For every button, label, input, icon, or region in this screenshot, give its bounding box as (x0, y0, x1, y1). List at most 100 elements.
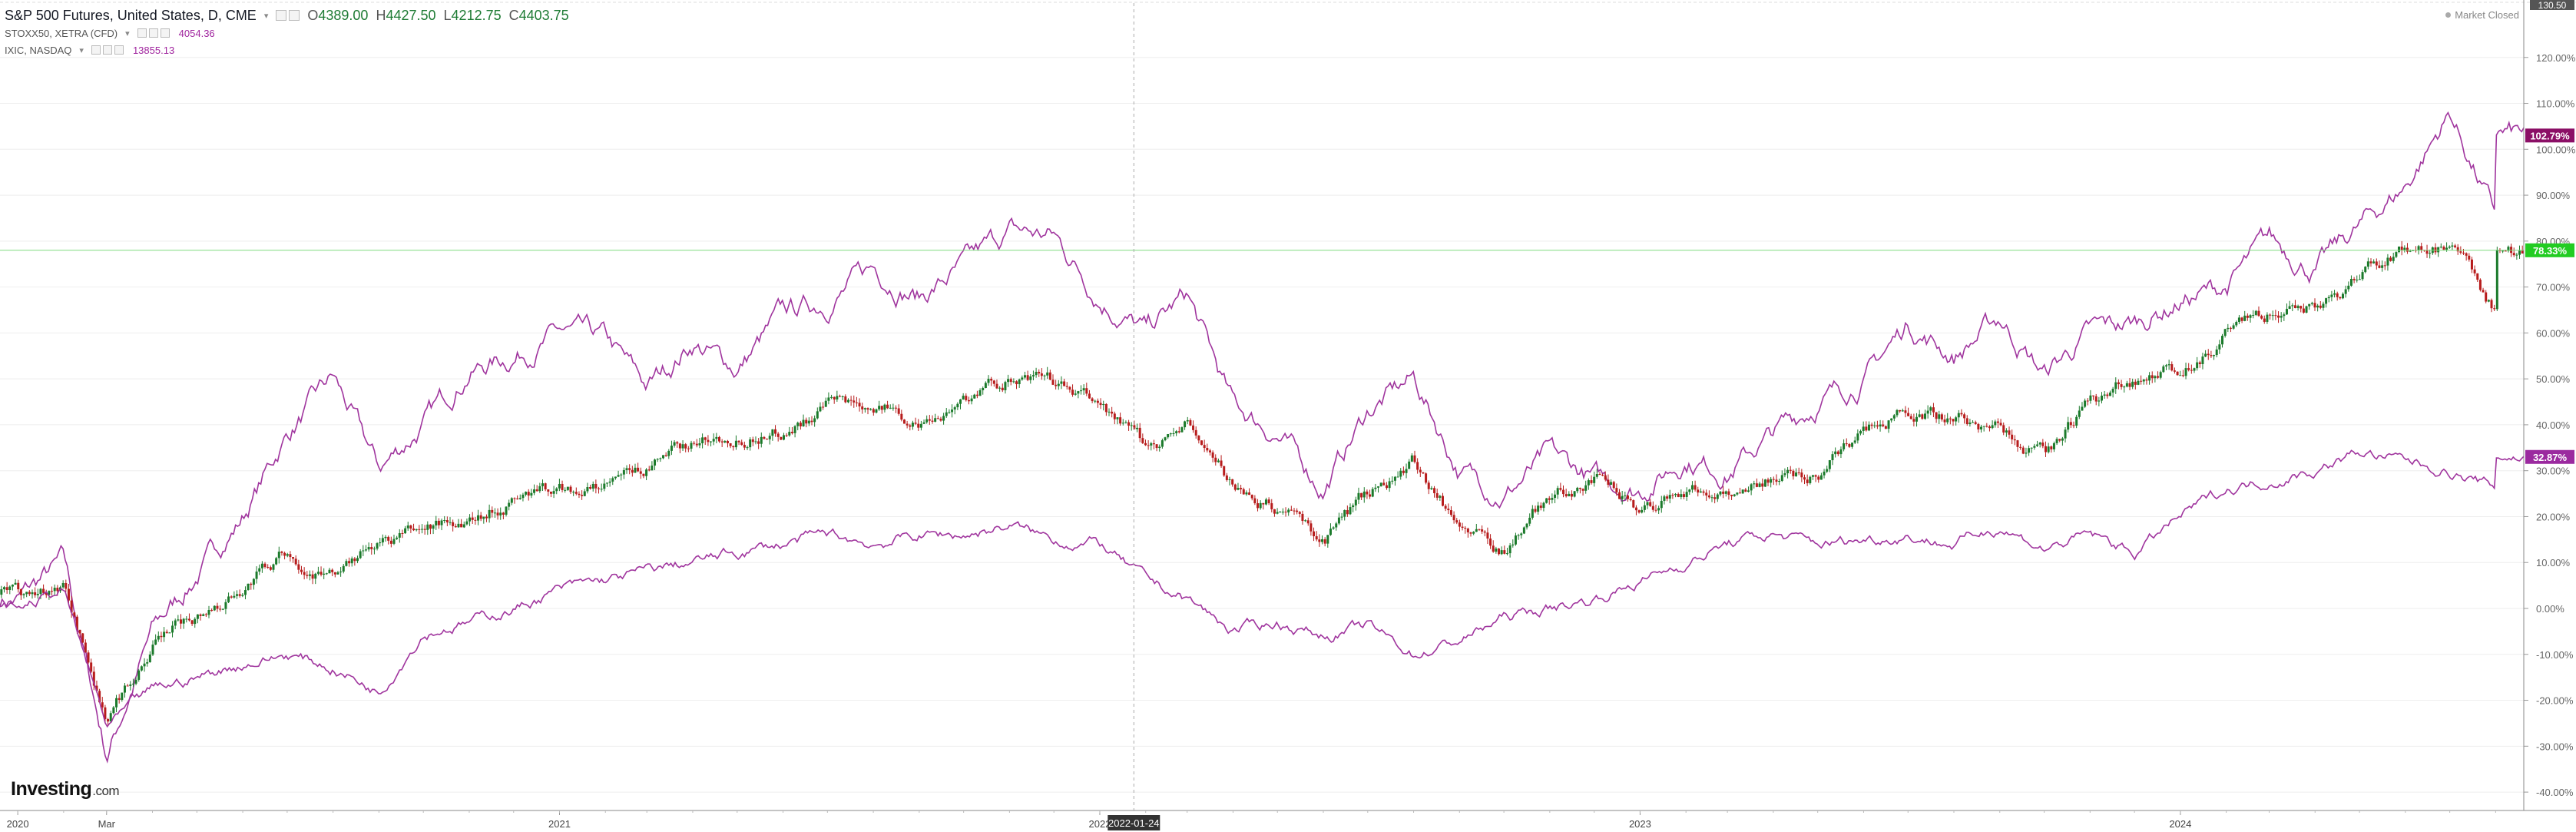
candle-body (1831, 454, 1834, 461)
candle-body (2375, 261, 2378, 266)
legend-row-ixic[interactable]: IXIC, NASDAQ ▾ 13855.13 (5, 41, 577, 58)
candle-body (676, 442, 679, 444)
candle-body (973, 394, 976, 399)
candle-body (2108, 392, 2111, 396)
candle-body (2319, 305, 2322, 308)
candle-body (160, 635, 163, 638)
chevron-down-icon[interactable]: ▾ (263, 11, 269, 21)
candle-body (418, 529, 421, 530)
candle-body (1778, 480, 1781, 482)
legend-row-stoxx[interactable]: STOXX50, XETRA (CFD) ▾ 4054.36 (5, 25, 577, 41)
chevron-down-icon[interactable]: ▾ (125, 28, 130, 38)
candle-body (1564, 494, 1568, 496)
candle-body (2333, 293, 2336, 295)
remove-series-icon[interactable] (160, 28, 170, 38)
candle-body (2075, 416, 2078, 426)
candle-body (1332, 527, 1335, 529)
candle-body (1433, 488, 1436, 493)
spx-candles[interactable] (0, 240, 2524, 726)
candle-body (1615, 488, 1618, 492)
candle-body (1180, 427, 1184, 433)
hide-series-icon[interactable] (91, 45, 101, 55)
candle-body (482, 516, 485, 519)
candle-body (2218, 344, 2221, 350)
settings-icon[interactable] (102, 45, 112, 55)
candle-body (1369, 494, 1372, 497)
candle-body (499, 512, 502, 515)
candle-body (757, 441, 760, 444)
ixic-symbol[interactable]: IXIC, NASDAQ (5, 44, 72, 56)
candle-body (690, 443, 693, 449)
candle-body (2369, 261, 2372, 264)
candle-body (429, 524, 432, 529)
candle-body (2515, 254, 2518, 256)
candle-body (1593, 476, 1596, 483)
candle-body (2434, 247, 2437, 253)
candle-body (1999, 423, 2002, 426)
candle-body (48, 591, 51, 595)
candle-body (1677, 493, 1680, 497)
candle-body (2072, 425, 2075, 426)
y-axis[interactable]: 120.00%110.00%100.00%90.00%80.00%70.00%6… (2523, 0, 2576, 810)
candle-body (1912, 419, 1915, 422)
legend-main-row[interactable]: S&P 500 Futures, United States, D, CME ▾… (5, 6, 577, 25)
candle-body (1464, 528, 1467, 529)
hide-series-icon[interactable] (276, 10, 287, 21)
candle-body (2098, 400, 2101, 402)
crosshair-date-badge (1108, 815, 1161, 830)
hide-series-icon[interactable] (137, 28, 147, 38)
x-axis[interactable]: 2020 Mar 2021 2022 2023 2024 2022-01-24 (0, 810, 2576, 830)
chart-legend: S&P 500 Futures, United States, D, CME ▾… (5, 6, 577, 58)
candle-body (1952, 419, 1955, 422)
candle-body (780, 436, 783, 440)
stoxx-series-line[interactable] (0, 449, 2525, 728)
remove-series-icon[interactable] (114, 45, 124, 55)
candle-body (1991, 425, 1994, 429)
main-symbol[interactable]: S&P 500 Futures, United States, D, CME (5, 7, 257, 23)
candle-body (98, 691, 101, 703)
chevron-down-icon[interactable]: ▾ (79, 45, 84, 55)
candle-body (1458, 522, 1461, 527)
candle-body (2058, 439, 2061, 441)
candle-body (2493, 308, 2496, 310)
candle-body (2067, 422, 2070, 430)
crosshair-date-label: 2022-01-24 (1108, 817, 1160, 829)
candle-body (207, 609, 210, 615)
candle-body (659, 458, 662, 459)
candle-body (1867, 424, 1870, 431)
candle-body (370, 547, 373, 549)
candle-body (1666, 496, 1669, 499)
candle-body (2313, 303, 2316, 308)
candle-body (1315, 535, 1318, 540)
settings-icon[interactable] (289, 10, 300, 21)
candle-body (2372, 261, 2376, 264)
candle-body (1455, 520, 1459, 523)
candle-body (1505, 553, 1508, 555)
candle-body (1040, 373, 1043, 376)
candle-body (163, 631, 166, 638)
candle-body (2125, 383, 2128, 387)
candle-body (2470, 259, 2473, 270)
plot-area[interactable] (0, 111, 2525, 764)
ixic-price-tag-label: 102.79% (2530, 130, 2570, 141)
overlays (0, 3, 2524, 810)
candle-body (1276, 512, 1279, 514)
candle-body (569, 486, 572, 492)
candle-body (1705, 492, 1708, 496)
candle-body (2013, 439, 2016, 441)
candle-body (420, 529, 423, 530)
candle-body (2151, 375, 2154, 379)
candle-body (768, 436, 771, 439)
candle-body (2237, 317, 2240, 323)
candle-body (2148, 375, 2151, 381)
candle-body (51, 591, 54, 592)
candle-body (404, 528, 407, 534)
stoxx-symbol[interactable]: STOXX50, XETRA (CFD) (5, 27, 118, 39)
candle-body (1253, 498, 1257, 504)
ixic-series-line[interactable] (0, 111, 2525, 764)
candle-body (710, 441, 713, 443)
settings-icon[interactable] (148, 28, 158, 38)
candle-body (684, 444, 687, 449)
candle-body (95, 685, 98, 691)
